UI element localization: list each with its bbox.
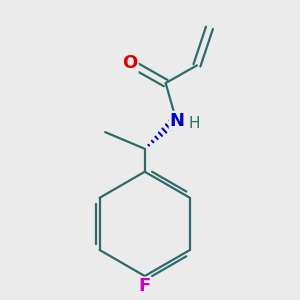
Text: F: F: [139, 278, 151, 296]
Text: N: N: [169, 112, 184, 130]
Text: H: H: [188, 116, 200, 131]
Text: O: O: [123, 54, 138, 72]
